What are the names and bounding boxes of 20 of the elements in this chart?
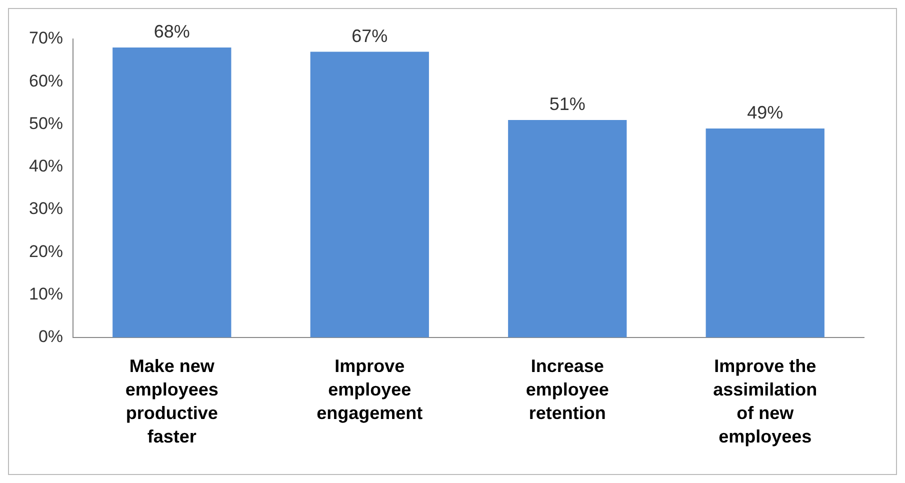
x-tick-label: Improve employee engagement — [316, 356, 423, 423]
y-tick-label: 60% — [28, 71, 64, 90]
y-tick-label: 50% — [28, 114, 64, 133]
x-tick-label: Improve the assimilation of new employees — [713, 356, 818, 446]
bar — [112, 48, 232, 338]
bar — [508, 120, 627, 338]
data-label: 49% — [747, 102, 784, 122]
bar — [310, 52, 429, 338]
x-tick-label: Make new employees productive faster — [125, 356, 218, 446]
y-tick-label: 0% — [38, 327, 64, 346]
y-tick-label: 30% — [28, 199, 64, 218]
y-tick-label: 70% — [28, 28, 64, 48]
y-tick-label: 40% — [28, 156, 64, 176]
bar — [706, 128, 824, 338]
data-label: 51% — [549, 94, 586, 114]
data-label: 68% — [154, 21, 190, 42]
y-tick-label: 10% — [28, 284, 64, 304]
x-tick-label: Increase employee retention — [526, 356, 609, 423]
y-tick-label: 20% — [28, 242, 64, 261]
data-label: 67% — [352, 26, 388, 46]
